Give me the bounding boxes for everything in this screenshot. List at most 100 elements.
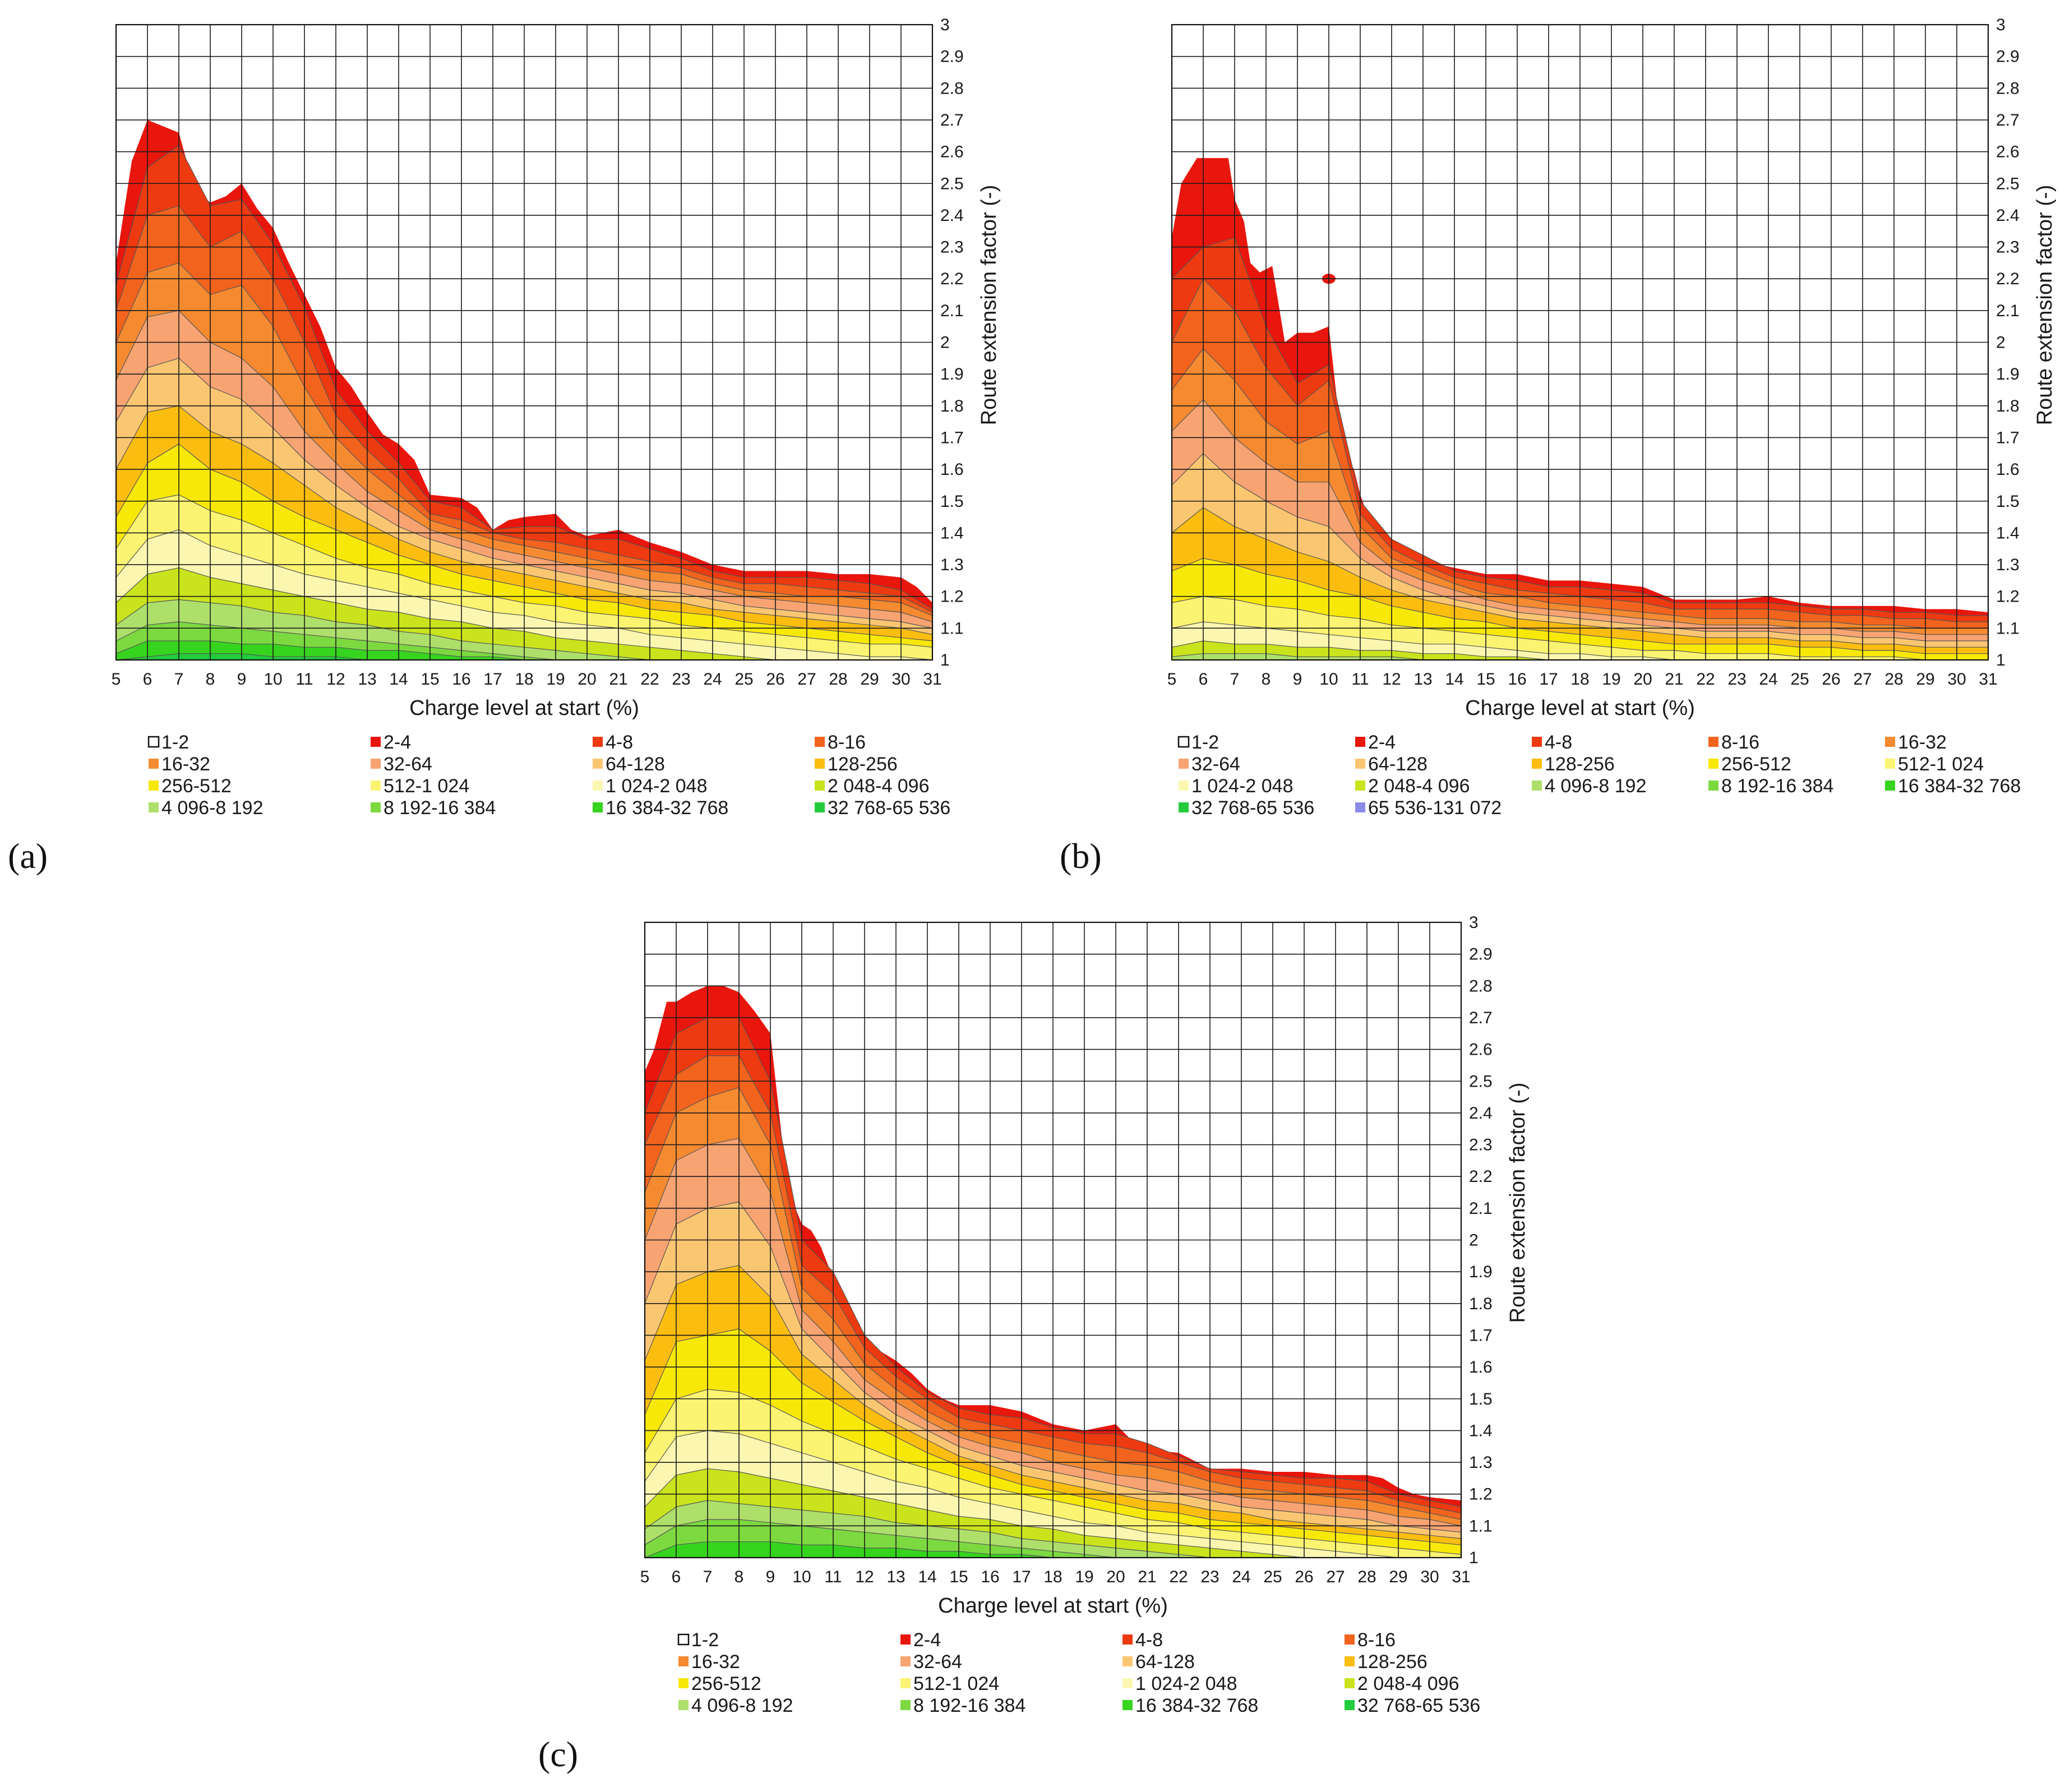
x-tick-label: 20 — [1106, 1568, 1125, 1586]
legend-swatch — [1177, 736, 1190, 748]
chart-panel-c: 5 6 7 8 9 10 11 12 13 14 15 16 17 18 19 20 21 22 23 24 25 26 2… — [640, 913, 1530, 1716]
chart-panel-a: 5 6 7 8 9 10 11 12 13 14 15 16 17 18 19 20 21 22 23 24 25 26 2… — [112, 16, 1001, 819]
legend-swatch — [1122, 1700, 1133, 1710]
y-tick-label: 1.2 — [940, 588, 964, 606]
legend-label: 2-4 — [913, 1629, 941, 1651]
legend-label: 4 096-8 192 — [161, 797, 264, 819]
x-tick-label: 22 — [1696, 670, 1715, 689]
x-tick-label: 22 — [640, 670, 659, 689]
x-tick-label: 18 — [1570, 670, 1589, 689]
x-tick-label: 26 — [1295, 1568, 1313, 1586]
legend-swatch — [371, 737, 381, 747]
y-tick-label: 2.6 — [1469, 1041, 1493, 1059]
x-axis-title-b: Charge level at start (%) — [1465, 696, 1695, 720]
legend-label: 32 768-65 536 — [828, 797, 950, 819]
legend-swatch — [900, 1678, 911, 1688]
y-tick-label: 1.6 — [1469, 1358, 1493, 1377]
x-tick-label: 15 — [1476, 670, 1495, 689]
y-tick-label: 2.2 — [940, 270, 964, 288]
legend-label: 64-128 — [606, 754, 665, 775]
y-tick-label: 2.5 — [940, 174, 964, 193]
legend-swatch — [1885, 737, 1895, 747]
x-tick-label: 29 — [1916, 670, 1934, 689]
legend-swatch — [1532, 759, 1542, 769]
y-tick-label: 2.3 — [1996, 238, 2020, 257]
y-axis-title-a: Route extension factor (-) — [977, 185, 1001, 426]
y-tick-label: 2.2 — [1469, 1167, 1493, 1186]
y-tick-label: 2.1 — [1469, 1199, 1493, 1218]
legend-swatch — [1355, 759, 1365, 769]
x-tick-label: 31 — [1979, 670, 1997, 689]
legend-swatch — [1345, 1700, 1355, 1710]
y-tick-label: 2.4 — [940, 206, 964, 225]
x-tick-label: 13 — [358, 670, 376, 689]
y-tick-label: 1.3 — [940, 556, 964, 574]
y-tick-label: 1.8 — [1469, 1295, 1493, 1313]
legend-label: 128-256 — [1545, 754, 1615, 775]
legend-swatch — [815, 737, 825, 747]
x-tick-label: 13 — [1413, 670, 1432, 689]
legend-swatch — [1345, 1656, 1355, 1666]
legend-swatch — [1122, 1678, 1133, 1688]
x-tick-label: 9 — [1293, 670, 1302, 689]
legend-c: 1-2 2-4 4-8 8-16 16-32 32-64 64-128 128-256 256-… — [677, 1629, 1480, 1716]
y-tick-label: 2.8 — [940, 79, 964, 98]
y-tick-label: 1.4 — [1469, 1421, 1493, 1440]
legend-swatch — [900, 1634, 911, 1645]
x-tick-label: 20 — [1633, 670, 1652, 689]
legend-label: 128-256 — [1357, 1651, 1428, 1673]
legend-label: 512-1 024 — [1898, 754, 1984, 775]
legend-swatch — [1355, 802, 1365, 812]
y-tick-label: 1.5 — [940, 492, 964, 511]
x-tick-label: 11 — [824, 1568, 842, 1586]
x-tick-label: 28 — [1884, 670, 1903, 689]
y-tick-label: 1.8 — [1996, 397, 2020, 415]
legend-label: 4-8 — [1135, 1629, 1163, 1651]
x-tick-label: 16 — [981, 1568, 999, 1586]
legend-swatch — [1122, 1656, 1133, 1666]
legend-swatch — [1179, 759, 1189, 769]
x-tick-label: 23 — [672, 670, 690, 689]
y-tick-label: 2.8 — [1469, 977, 1493, 995]
x-tick-label: 24 — [1232, 1568, 1250, 1586]
chart-panel-b: 5 6 7 8 9 10 11 12 13 14 15 16 17 18 19 20 21 22 23 24 25 26 2… — [1167, 16, 2057, 819]
legend-swatch — [815, 780, 825, 791]
legend-swatch — [815, 759, 825, 769]
y-tick-label: 3 — [940, 16, 950, 34]
x-tick-label: 13 — [886, 1568, 905, 1586]
y-tick-label: 1.9 — [940, 365, 964, 384]
legend-swatch — [147, 736, 160, 748]
x-tick-label: 25 — [1790, 670, 1809, 689]
x-tick-label: 7 — [703, 1568, 713, 1586]
y-tick-label: 1.4 — [1996, 524, 2020, 542]
x-tick-label: 15 — [421, 670, 439, 689]
panel-label-a: (a) — [8, 836, 48, 876]
x-tick-label: 6 — [143, 670, 153, 689]
x-tick-label: 8 — [206, 670, 215, 689]
legend-label: 128-256 — [828, 754, 898, 775]
legend-label: 8 192-16 384 — [1721, 775, 1833, 797]
legend-label: 256-512 — [1721, 754, 1791, 775]
x-tick-label: 26 — [766, 670, 784, 689]
x-tick-label: 19 — [1602, 670, 1620, 689]
x-tick-label: 27 — [1853, 670, 1872, 689]
y-tick-label: 1.2 — [1996, 588, 2020, 606]
panel-label-c: (c) — [538, 1734, 578, 1774]
legend-swatch — [371, 759, 381, 769]
x-tick-label: 25 — [1263, 1568, 1282, 1586]
y-tick-label: 1.7 — [1996, 428, 2020, 447]
x-tick-label: 16 — [1508, 670, 1526, 689]
x-tick-label: 9 — [237, 670, 247, 689]
y-tick-label: 3 — [1469, 913, 1479, 932]
legend-label: 16-32 — [161, 754, 210, 775]
y-tick-label: 2.5 — [1469, 1072, 1493, 1091]
y-tick-label: 2.4 — [1996, 206, 2020, 225]
x-tick-label: 11 — [295, 670, 313, 689]
grid-c — [644, 922, 1462, 1558]
legend-swatch — [678, 1678, 689, 1688]
legend-label: 8-16 — [828, 732, 866, 753]
x-tick-label: 5 — [1167, 670, 1177, 689]
y-tick-label: 2.9 — [940, 48, 964, 66]
y-tick-label: 1.7 — [940, 428, 964, 447]
y-tick-label: 2.4 — [1469, 1104, 1493, 1123]
